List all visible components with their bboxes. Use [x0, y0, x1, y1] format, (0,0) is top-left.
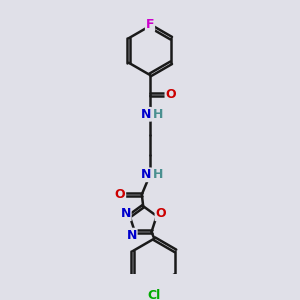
Text: O: O [155, 207, 166, 220]
Text: N: N [141, 168, 151, 181]
Text: Cl: Cl [148, 289, 161, 300]
Text: N: N [120, 207, 131, 220]
Text: O: O [165, 88, 176, 101]
Text: N: N [126, 229, 137, 242]
Text: H: H [152, 108, 163, 121]
Text: O: O [115, 188, 125, 201]
Text: N: N [141, 108, 151, 121]
Text: F: F [146, 18, 154, 31]
Text: H: H [152, 168, 163, 181]
